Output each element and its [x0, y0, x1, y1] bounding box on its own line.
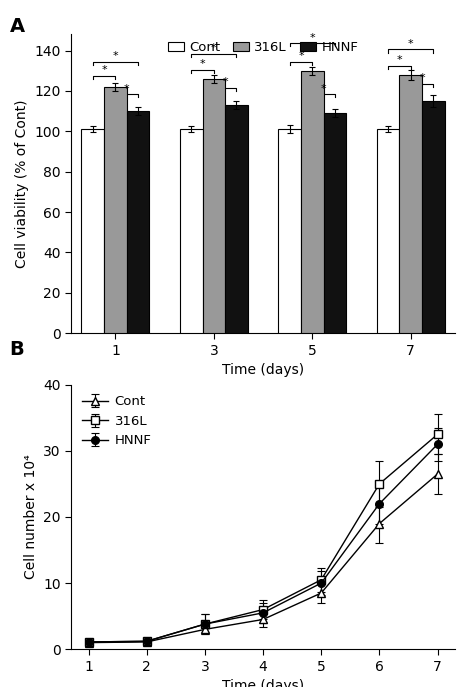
Bar [422, 101, 445, 333]
Bar [180, 129, 202, 333]
Legend: Cont, 316L, HNNF: Cont, 316L, HNNF [78, 392, 155, 451]
Text: *: * [211, 43, 217, 53]
Text: *: * [101, 65, 107, 76]
Text: *: * [321, 84, 327, 93]
Text: *: * [397, 55, 402, 65]
Bar [278, 129, 301, 333]
Bar [82, 129, 104, 333]
Bar [202, 79, 225, 333]
Text: *: * [419, 74, 425, 83]
Text: *: * [200, 59, 205, 69]
Text: *: * [298, 52, 304, 61]
Legend: Cont, 316L, HNNF: Cont, 316L, HNNF [168, 41, 358, 54]
Text: A: A [9, 17, 25, 36]
Y-axis label: Cell number x 10⁴: Cell number x 10⁴ [24, 455, 37, 579]
Y-axis label: Cell viability (% of Cont): Cell viability (% of Cont) [15, 100, 29, 268]
X-axis label: Time (days): Time (days) [222, 679, 304, 687]
Bar [127, 111, 149, 333]
Bar [377, 129, 400, 333]
Bar [301, 71, 324, 333]
Text: *: * [113, 52, 118, 61]
Text: *: * [408, 39, 413, 49]
Text: *: * [310, 33, 315, 43]
Bar [324, 113, 346, 333]
Bar [225, 105, 248, 333]
Text: *: * [124, 84, 129, 93]
Bar [400, 75, 422, 333]
Text: B: B [9, 340, 24, 359]
Text: *: * [222, 78, 228, 87]
X-axis label: Time (days): Time (days) [222, 363, 304, 377]
Bar [104, 87, 127, 333]
